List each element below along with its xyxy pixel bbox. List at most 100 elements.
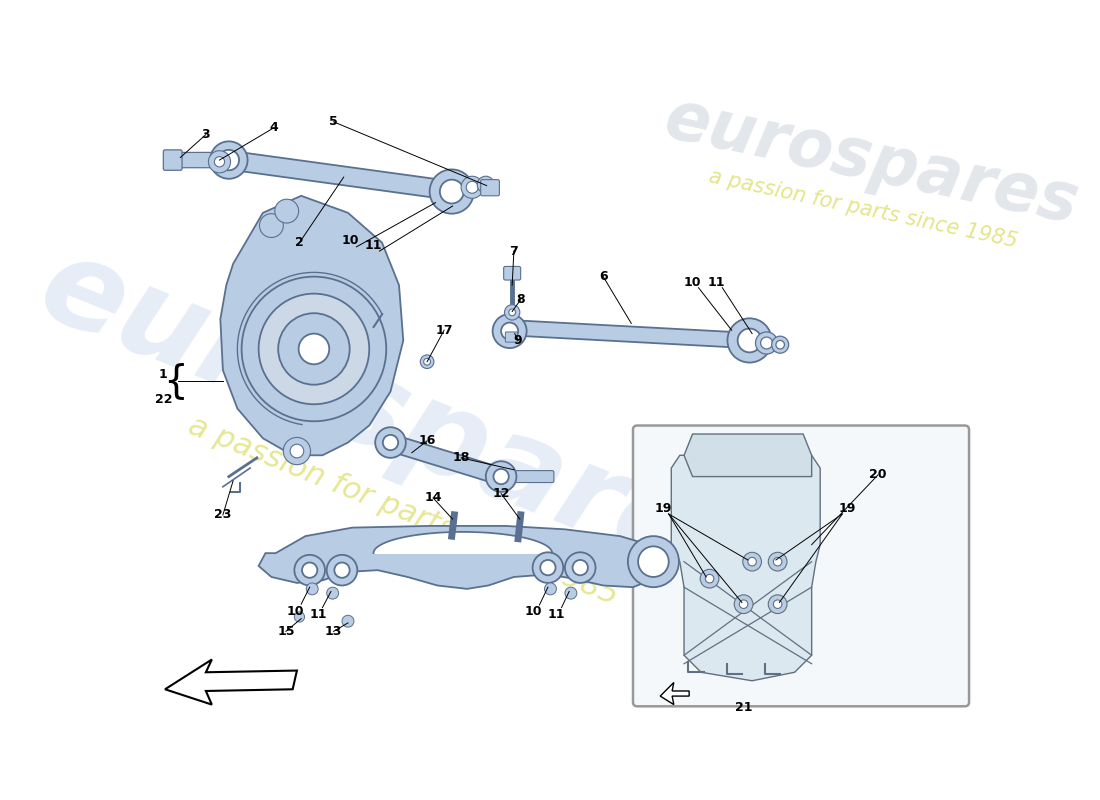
Text: 2: 2 [295,236,304,249]
Circle shape [327,555,358,586]
Text: 1: 1 [160,368,167,381]
Circle shape [493,314,527,348]
FancyBboxPatch shape [481,180,499,196]
Text: 10: 10 [684,276,702,289]
Circle shape [210,142,248,178]
Circle shape [258,294,370,404]
Text: 5: 5 [329,115,338,128]
Text: 7: 7 [509,245,518,258]
Circle shape [505,305,520,320]
Circle shape [748,558,757,566]
Circle shape [776,341,784,349]
Circle shape [773,600,782,609]
Text: 18: 18 [452,451,470,464]
Circle shape [477,176,494,194]
Text: 14: 14 [425,491,442,504]
Circle shape [295,612,305,622]
Text: 10: 10 [342,234,360,247]
Text: eurospares: eurospares [23,226,783,625]
FancyBboxPatch shape [504,266,520,280]
Text: 19: 19 [654,502,671,515]
FancyBboxPatch shape [499,470,554,482]
Text: 23: 23 [214,508,232,522]
Circle shape [302,562,317,578]
Polygon shape [684,434,812,477]
Circle shape [701,570,719,588]
Circle shape [430,170,474,214]
Circle shape [773,558,782,566]
Circle shape [334,562,350,578]
Circle shape [509,309,516,316]
Circle shape [742,552,761,571]
Text: 4: 4 [270,122,278,134]
Text: 15: 15 [277,625,295,638]
Text: 21: 21 [735,702,752,714]
Circle shape [565,552,595,583]
Circle shape [260,214,284,238]
Polygon shape [660,682,689,705]
Circle shape [298,334,329,364]
Circle shape [628,536,679,587]
Circle shape [573,560,587,575]
FancyBboxPatch shape [163,150,183,170]
Circle shape [738,329,761,352]
Text: {: { [163,362,188,400]
Circle shape [278,314,350,385]
Circle shape [772,336,789,354]
Text: 17: 17 [436,324,453,337]
Text: 10: 10 [525,605,542,618]
Text: 22: 22 [155,394,172,406]
Text: 12: 12 [493,487,510,500]
Circle shape [424,358,430,365]
Circle shape [440,180,464,203]
Circle shape [284,438,310,465]
Circle shape [486,462,516,492]
Circle shape [727,318,772,362]
Circle shape [532,552,563,583]
Text: 10: 10 [286,605,304,618]
Polygon shape [165,659,297,705]
Circle shape [466,182,478,194]
Circle shape [295,555,324,586]
Text: 11: 11 [548,608,565,621]
Text: 19: 19 [838,502,856,515]
Circle shape [208,150,231,173]
Circle shape [544,583,557,595]
Circle shape [275,199,298,223]
Circle shape [482,181,491,189]
Circle shape [739,600,748,609]
FancyBboxPatch shape [505,332,517,342]
Circle shape [375,427,406,458]
Circle shape [327,587,339,599]
Text: 16: 16 [418,434,436,447]
Text: 9: 9 [514,334,522,347]
Circle shape [494,469,509,484]
Polygon shape [374,532,552,553]
Text: 13: 13 [324,625,342,638]
Text: 3: 3 [201,128,210,141]
FancyBboxPatch shape [632,426,969,706]
Circle shape [565,587,576,599]
Circle shape [502,322,518,339]
Circle shape [290,444,304,458]
Polygon shape [509,320,748,348]
Text: 20: 20 [869,468,887,482]
Circle shape [342,615,354,627]
Polygon shape [258,526,663,589]
Circle shape [705,574,714,583]
Text: 11: 11 [365,238,382,252]
Text: 11: 11 [309,608,327,621]
Circle shape [768,595,786,614]
Circle shape [734,595,754,614]
Circle shape [242,277,386,422]
Circle shape [638,546,669,577]
Polygon shape [220,196,404,455]
Circle shape [219,150,239,170]
Text: 8: 8 [516,293,525,306]
FancyBboxPatch shape [170,153,224,168]
Polygon shape [671,455,821,681]
Circle shape [306,583,318,595]
Circle shape [760,337,772,349]
Text: a passion for parts since 1985: a passion for parts since 1985 [706,166,1019,251]
Circle shape [768,552,786,571]
